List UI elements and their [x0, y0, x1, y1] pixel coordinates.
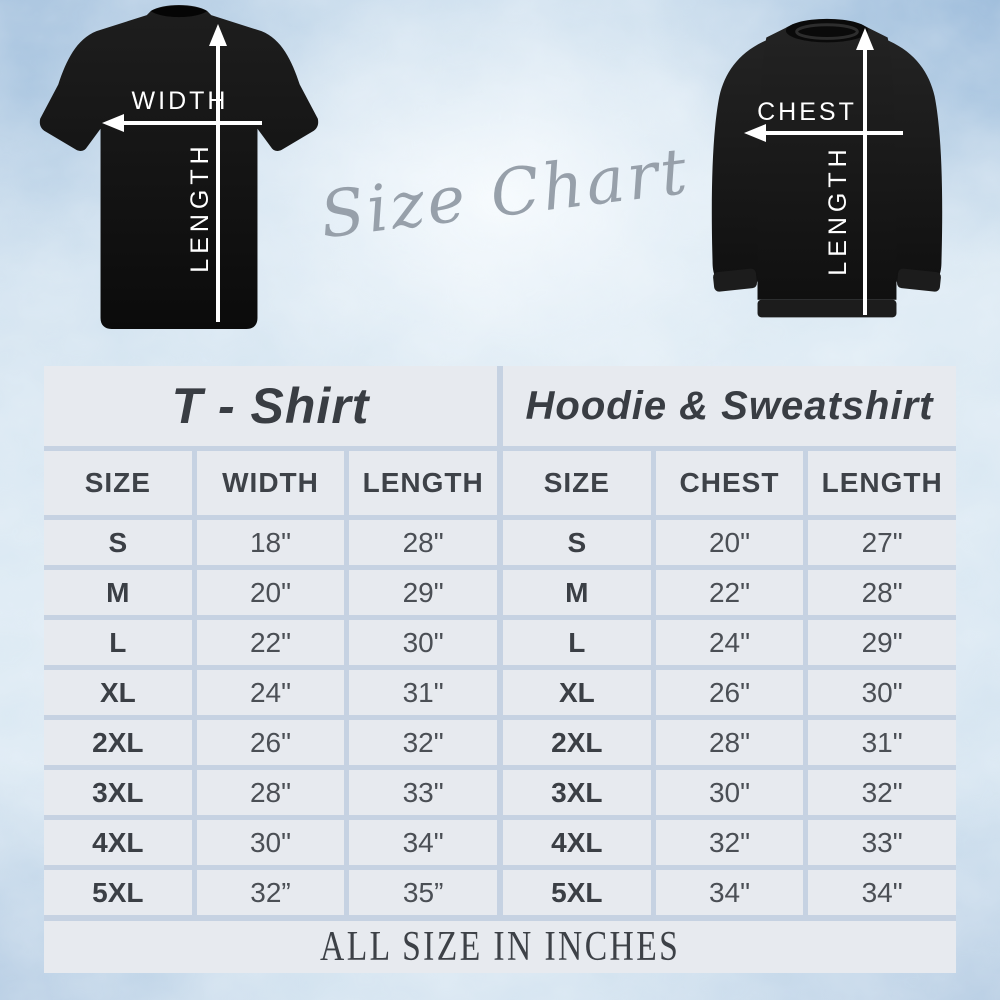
- value-cell: 30": [349, 620, 497, 665]
- value-cell: 20": [196, 570, 345, 615]
- tshirt-table-title: T - Shirt: [44, 366, 497, 446]
- value-cell: 30": [196, 820, 345, 865]
- size-cell: XL: [503, 670, 651, 715]
- value-cell: 32": [655, 820, 804, 865]
- tshirt-silhouette: [39, 5, 319, 329]
- value-cell: 18": [196, 520, 345, 565]
- value-cell: 30": [808, 670, 956, 715]
- value-cell: 28": [349, 520, 497, 565]
- tshirt-size-table: T - Shirt SIZE WIDTH LENGTH S 18" 28" M 20" 2…: [44, 366, 497, 915]
- size-cell: L: [503, 620, 651, 665]
- value-cell: 29": [349, 570, 497, 615]
- size-cell: M: [503, 570, 651, 615]
- size-cell: 2XL: [44, 720, 192, 765]
- size-cell: 5XL: [44, 870, 192, 915]
- value-cell: 29": [808, 620, 956, 665]
- size-cell: 3XL: [44, 770, 192, 815]
- sweatshirt-chest-label: CHEST: [757, 97, 857, 126]
- hoodie-col-length: LENGTH: [808, 451, 956, 515]
- size-cell: XL: [44, 670, 192, 715]
- sweatshirt-length-label: LENGTH: [823, 144, 852, 276]
- value-cell: 33": [808, 820, 956, 865]
- value-cell: 26": [196, 720, 345, 765]
- size-tables: T - Shirt SIZE WIDTH LENGTH S 18" 28" M 20" 2…: [44, 366, 956, 973]
- value-cell: 34": [349, 820, 497, 865]
- value-cell: 33": [349, 770, 497, 815]
- value-cell: 22": [655, 570, 804, 615]
- value-cell: 32": [808, 770, 956, 815]
- script-heading: Size Chart: [316, 134, 694, 254]
- value-cell: 26": [655, 670, 804, 715]
- tshirt-col-length: LENGTH: [349, 451, 497, 515]
- value-cell: 22": [196, 620, 345, 665]
- footer-note-text: ALL SIZE IN INCHES: [319, 924, 681, 970]
- value-cell: 32”: [196, 870, 345, 915]
- tshirt-length-label: LENGTH: [185, 141, 214, 273]
- tshirt-width-label: WIDTH: [131, 86, 229, 115]
- tshirt-col-size: SIZE: [44, 451, 192, 515]
- sweatshirt-hem-rib: [757, 299, 897, 318]
- value-cell: 34": [655, 870, 804, 915]
- value-cell: 30": [655, 770, 804, 815]
- size-cell: M: [44, 570, 192, 615]
- hoodie-col-chest: CHEST: [655, 451, 804, 515]
- value-cell: 24": [655, 620, 804, 665]
- size-cell: 2XL: [503, 720, 651, 765]
- value-cell: 28": [196, 770, 345, 815]
- size-cell: L: [44, 620, 192, 665]
- tshirt-image: [39, 5, 319, 329]
- value-cell: 27": [808, 520, 956, 565]
- size-cell: 5XL: [503, 870, 651, 915]
- value-cell: 24": [196, 670, 345, 715]
- footer-note: ALL SIZE IN INCHES: [44, 921, 956, 973]
- hoodie-col-size: SIZE: [503, 451, 651, 515]
- hoodie-table-title: Hoodie & Sweatshirt: [503, 366, 956, 446]
- value-cell: 31": [349, 670, 497, 715]
- size-cell: S: [44, 520, 192, 565]
- value-cell: 20": [655, 520, 804, 565]
- value-cell: 28": [655, 720, 804, 765]
- tshirt-col-width: WIDTH: [196, 451, 345, 515]
- value-cell: 28": [808, 570, 956, 615]
- value-cell: 35”: [349, 870, 497, 915]
- value-cell: 32": [349, 720, 497, 765]
- size-cell: 4XL: [44, 820, 192, 865]
- value-cell: 31": [808, 720, 956, 765]
- value-cell: 34": [808, 870, 956, 915]
- size-cell: 3XL: [503, 770, 651, 815]
- size-cell: 4XL: [503, 820, 651, 865]
- size-cell: S: [503, 520, 651, 565]
